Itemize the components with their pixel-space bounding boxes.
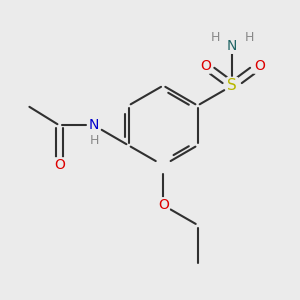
Text: S: S — [227, 78, 237, 93]
Text: N: N — [227, 39, 237, 53]
Text: O: O — [158, 198, 169, 212]
Text: H: H — [211, 31, 220, 44]
Text: O: O — [254, 59, 265, 73]
Text: N: N — [227, 39, 237, 53]
Text: O: O — [200, 59, 211, 73]
Text: N: N — [89, 118, 99, 133]
Text: H: H — [244, 31, 254, 44]
Text: H: H — [89, 134, 99, 147]
Text: O: O — [54, 158, 65, 172]
